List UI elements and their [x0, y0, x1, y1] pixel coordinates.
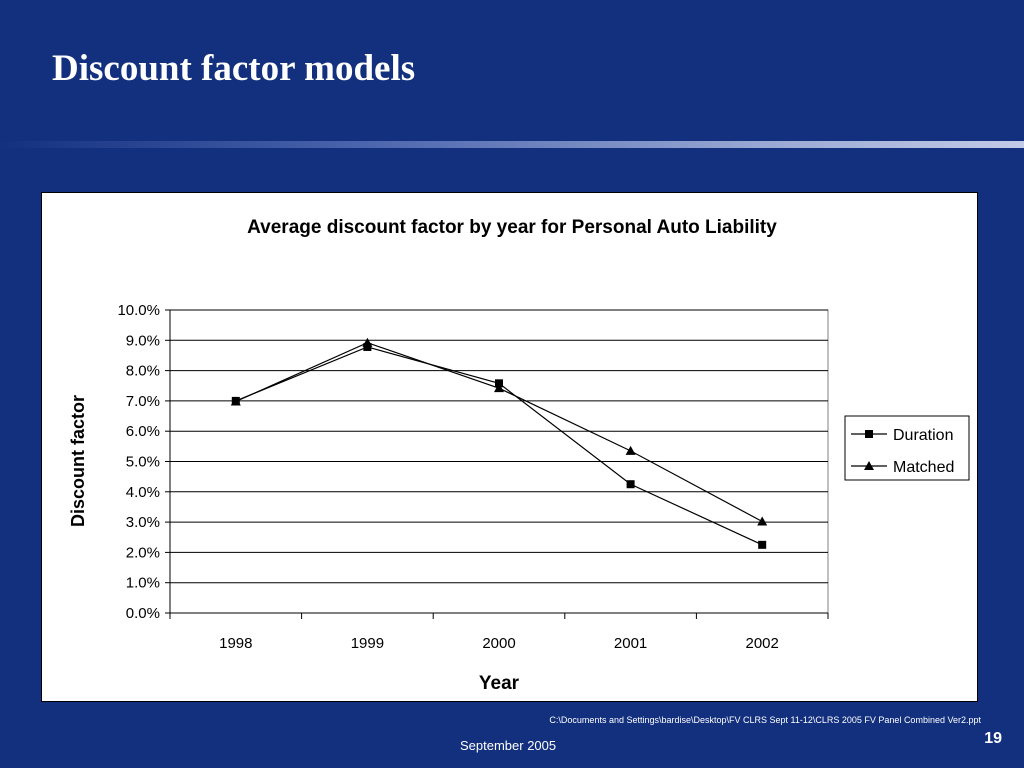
y-tick-label: 9.0% — [126, 332, 160, 349]
y-tick-label: 0.0% — [126, 605, 160, 622]
data-point-duration — [758, 540, 767, 549]
title-divider — [0, 141, 1024, 148]
legend-label-duration: Duration — [893, 427, 953, 444]
slide-title: Discount factor models — [52, 48, 416, 89]
data-point-matched — [494, 383, 504, 393]
y-tick-label: 3.0% — [126, 514, 160, 531]
x-tick-label: 1998 — [219, 635, 252, 652]
chart-title: Average discount factor by year for Pers… — [247, 217, 777, 238]
y-tick-label: 1.0% — [126, 575, 160, 592]
chart-legend: Duration Matched — [844, 415, 970, 481]
y-tick-label: 10.0% — [117, 302, 160, 319]
page-number: 19 — [984, 730, 1002, 747]
plot-area: 0.0% 1.0% 2.0% 3.0% 4.0% 5.0% 6.0% 7.0% 8.0% 9.0%… — [117, 302, 829, 652]
chart-frame: Average discount factor by year for Pers… — [41, 192, 978, 702]
y-tick-label: 7.0% — [126, 393, 160, 410]
legend-label-matched: Matched — [893, 459, 954, 476]
data-point-matched — [362, 337, 373, 347]
y-tick-label: 5.0% — [126, 454, 160, 471]
y-tick-label: 2.0% — [126, 544, 160, 561]
footer-date: September 2005 — [460, 738, 557, 753]
data-point-matched — [757, 516, 768, 526]
data-point-matched — [230, 396, 241, 406]
data-point-matched — [625, 445, 636, 455]
footer-file-path: C:\Documents and Settings\bardise\Deskto… — [549, 715, 981, 725]
y-axis-label: Discount factor — [68, 395, 88, 527]
x-tick-label: 2002 — [746, 635, 779, 652]
x-tick-label: 1999 — [351, 635, 384, 652]
legend-marker-duration — [865, 430, 873, 438]
x-tick-label: 2000 — [482, 635, 515, 652]
y-tick-label: 4.0% — [126, 484, 160, 501]
y-tick-label: 6.0% — [126, 423, 160, 440]
data-point-duration — [363, 342, 372, 351]
data-point-duration — [626, 480, 635, 489]
x-axis-label: Year — [479, 673, 520, 694]
y-tick-label: 8.0% — [126, 363, 160, 380]
x-tick-label: 2001 — [614, 635, 647, 652]
legend-marker-matched — [864, 461, 874, 470]
line-chart: Average discount factor by year for Pers… — [68, 217, 970, 694]
